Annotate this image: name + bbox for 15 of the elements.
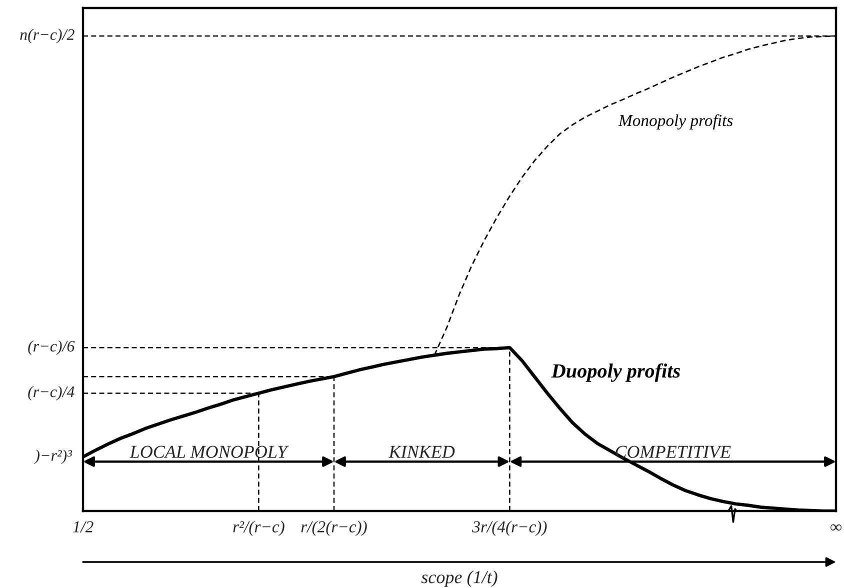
annotation: LOCAL MONOPOLY [130, 446, 289, 458]
ref-line-label: (r−c)/4 [28, 386, 74, 400]
x-tick-label: 3r/(4(r−c)) [472, 520, 547, 536]
x-axis-title: scope (1/t) [421, 570, 498, 587]
x-tick-label: 1/2 [72, 521, 94, 532]
annotation: )−r²)³ [34, 450, 72, 464]
series-label: Duopoly profits [551, 363, 680, 382]
x-tick-label: r/(2(r−c)) [301, 520, 367, 536]
series-label: Monopoly profits [618, 114, 733, 130]
x-tick-label: r²/(r−c) [233, 520, 284, 536]
annotation: COMPETITIVE [616, 446, 731, 458]
ref-line-label: n(r−c)/2 [20, 28, 74, 44]
annotation: KINKED [388, 446, 455, 458]
ref-line-label: (r−c)/6 [28, 340, 75, 355]
x-tick-label: ∞ [830, 524, 842, 531]
